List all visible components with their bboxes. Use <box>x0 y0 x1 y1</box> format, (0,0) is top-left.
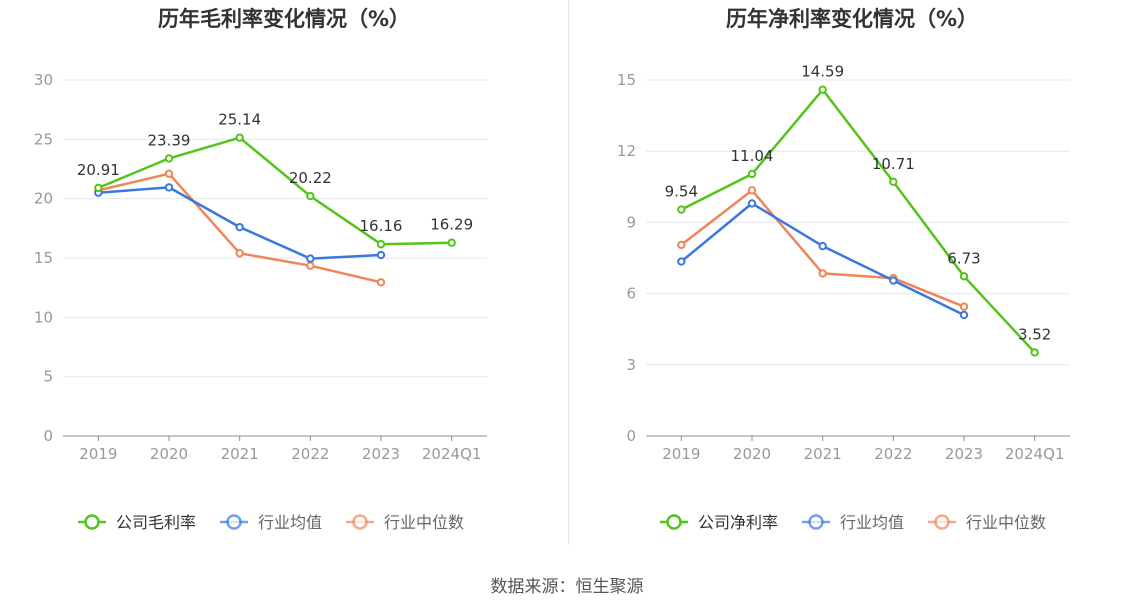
data-point-gross-company <box>94 183 103 193</box>
x-tick-label-gross: 2023 <box>362 445 400 463</box>
data-point-net-industry-avg <box>818 241 827 251</box>
data-point-gross-industry-median <box>164 169 174 178</box>
data-label-gross-company: 20.22 <box>289 169 332 187</box>
y-tick-label-gross: 5 <box>43 368 53 386</box>
data-point-net-company <box>1030 348 1039 357</box>
legend-marker-gross-industry-avg[interactable] <box>226 514 242 530</box>
legend-marker-net-industry-avg[interactable] <box>808 514 824 530</box>
x-tick-label-gross: 2021 <box>221 445 259 463</box>
legend-marker-gross-company[interactable] <box>84 514 100 530</box>
data-label-net-company: 9.54 <box>665 183 698 201</box>
x-tick-label-net: 2020 <box>733 445 771 463</box>
data-label-net-company: 6.73 <box>947 249 980 267</box>
legend-marker-net-industry-median[interactable] <box>934 514 950 530</box>
x-tick-label-gross: 2019 <box>79 445 117 463</box>
data-label-gross-company: 25.14 <box>218 111 261 129</box>
y-tick-label-gross: 0 <box>43 427 53 445</box>
data-point-net-company <box>959 272 969 281</box>
data-source-note: 数据来源：恒生聚源 <box>490 577 644 597</box>
series-line-net-company <box>680 88 1036 354</box>
panel-divider <box>568 0 569 545</box>
data-point-gross-industry-median <box>376 278 386 287</box>
data-label-gross-company: 16.29 <box>430 216 473 234</box>
y-tick-label-gross: 15 <box>34 249 53 267</box>
data-point-gross-industry-median <box>235 249 244 258</box>
x-tick-label-net: 2021 <box>804 445 842 463</box>
data-point-gross-company <box>235 133 244 142</box>
data-point-gross-company <box>306 191 315 201</box>
legend-label-net-company[interactable]: 公司净利率 <box>698 513 778 532</box>
legend-marker-gross-industry-median[interactable] <box>352 514 368 530</box>
data-point-net-company <box>818 85 827 94</box>
data-label-net-company: 14.59 <box>801 63 844 81</box>
y-tick-label-net: 15 <box>617 71 636 89</box>
data-point-net-company <box>747 169 757 179</box>
data-point-gross-industry-avg <box>306 254 315 263</box>
data-point-net-industry-median <box>818 269 827 278</box>
legend-label-net-industry-median[interactable]: 行业中位数 <box>966 513 1046 532</box>
data-point-gross-industry-avg <box>235 222 244 232</box>
data-point-net-industry-avg <box>747 199 757 208</box>
data-point-gross-company <box>376 240 386 249</box>
data-point-gross-industry-avg <box>164 183 174 192</box>
legend-marker-net-company[interactable] <box>666 514 682 530</box>
data-point-net-company <box>889 177 898 187</box>
data-point-gross-industry-avg <box>376 250 386 260</box>
data-point-net-industry-avg <box>677 257 686 266</box>
y-tick-label-gross: 25 <box>34 130 53 148</box>
data-point-gross-company <box>447 238 456 247</box>
data-label-gross-company: 20.91 <box>77 161 120 179</box>
y-tick-label-net: 6 <box>626 285 636 303</box>
y-tick-label-net: 3 <box>626 356 636 374</box>
y-tick-label-gross: 10 <box>34 308 53 326</box>
data-label-gross-company: 16.16 <box>360 217 403 235</box>
data-point-net-industry-avg <box>959 310 969 320</box>
x-tick-label-gross: 2020 <box>150 445 188 463</box>
y-tick-label-gross: 30 <box>34 71 53 89</box>
data-label-net-company: 3.52 <box>1018 325 1051 343</box>
x-tick-label-net: 2019 <box>662 445 700 463</box>
x-tick-label-net: 2022 <box>874 445 912 463</box>
data-label-net-company: 11.04 <box>731 147 774 165</box>
data-point-net-industry-median <box>959 302 969 311</box>
x-tick-label-gross: 2022 <box>291 445 329 463</box>
series-line-gross-company <box>97 136 452 246</box>
y-tick-label-net: 9 <box>626 213 636 231</box>
y-tick-label-gross: 20 <box>34 190 53 208</box>
data-label-gross-company: 23.39 <box>148 131 191 149</box>
legend-label-gross-industry-median[interactable]: 行业中位数 <box>384 513 464 532</box>
x-tick-label-net: 2023 <box>945 445 983 463</box>
legend-label-gross-industry-avg[interactable]: 行业均值 <box>258 513 322 532</box>
legend-label-net-industry-avg[interactable]: 行业均值 <box>840 513 904 532</box>
data-label-net-company: 10.71 <box>872 155 915 173</box>
data-point-net-industry-median <box>747 186 757 195</box>
data-point-net-industry-median <box>677 240 686 250</box>
data-point-gross-company <box>164 154 174 163</box>
x-tick-label-gross: 2024Q1 <box>422 445 482 463</box>
chart-title-net: 历年净利率变化情况（%） <box>726 7 978 31</box>
x-tick-label-net: 2024Q1 <box>1005 445 1065 463</box>
data-point-net-industry-avg <box>889 276 898 285</box>
legend-label-gross-company[interactable]: 公司毛利率 <box>116 513 196 532</box>
data-point-gross-industry-median <box>306 261 315 270</box>
data-point-net-company <box>677 205 686 214</box>
chart-title-gross: 历年毛利率变化情况（%） <box>158 7 410 31</box>
y-tick-label-net: 0 <box>626 427 636 445</box>
y-tick-label-net: 12 <box>617 142 636 160</box>
